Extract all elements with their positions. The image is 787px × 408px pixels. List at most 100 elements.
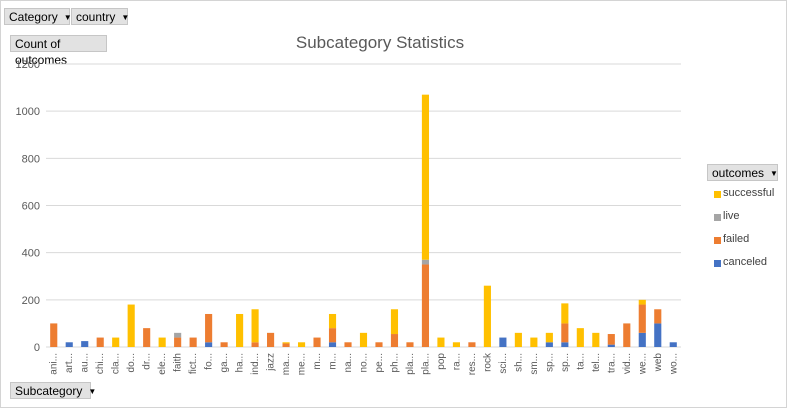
x-tick-label: ra... xyxy=(451,353,462,370)
bar-segment-failed xyxy=(390,334,399,347)
bar-segment-failed xyxy=(607,334,615,345)
subcategory-filter-button[interactable]: Subcategory ▼ xyxy=(10,382,96,399)
x-tick-label: res... xyxy=(467,353,478,375)
x-tick-label: fict... xyxy=(188,353,199,374)
x-tick-label: sp... xyxy=(544,353,555,372)
legend-label-live: live xyxy=(723,210,740,222)
x-tick-label: m... xyxy=(328,353,339,370)
x-tick-label: wo... xyxy=(668,353,679,375)
bar-segment-canceled xyxy=(81,341,89,347)
x-tick-label: faith xyxy=(173,353,184,372)
x-tick-label: we... xyxy=(637,353,648,375)
bar-segment-failed xyxy=(344,342,352,347)
x-tick-label: ele... xyxy=(157,353,168,375)
x-tick-label: ph... xyxy=(389,353,400,372)
country-filter-label: country xyxy=(76,10,116,24)
bar-segment-canceled xyxy=(638,332,646,347)
bar-segment-successful xyxy=(112,337,120,347)
bar-segment-failed xyxy=(421,264,430,347)
bar-segment-failed xyxy=(267,332,275,347)
x-tick-label: web xyxy=(653,353,664,373)
bar-segment-successful xyxy=(421,94,430,260)
bar-segment-canceled xyxy=(205,342,213,347)
bar-segment-failed xyxy=(328,328,337,343)
bar-segment-canceled xyxy=(545,342,553,347)
y-tick-label: 800 xyxy=(22,153,40,165)
x-tick-label: do... xyxy=(126,353,137,372)
bar-segment-failed xyxy=(623,323,631,347)
x-tick-label: na... xyxy=(343,353,354,372)
bar-segment-successful xyxy=(437,337,445,347)
bar-segment-failed xyxy=(96,337,104,347)
bar-segment-failed xyxy=(561,323,569,343)
country-filter-button[interactable]: country ▼ xyxy=(71,8,130,25)
x-tick-label: sci... xyxy=(498,353,509,374)
bar-segment-successful xyxy=(638,299,646,305)
bar-segment-failed xyxy=(143,328,151,347)
legend-swatch-failed xyxy=(714,237,721,244)
bar-segment-failed xyxy=(375,342,383,347)
x-tick-label: ga... xyxy=(219,353,230,372)
outcomes-filter-label: outcomes xyxy=(712,166,765,180)
x-tick-label: ind... xyxy=(250,353,261,375)
x-tick-label: no... xyxy=(359,353,370,372)
bar-segment-canceled xyxy=(328,342,337,347)
bar-segment-canceled xyxy=(561,342,569,347)
bar-segment-failed xyxy=(50,323,58,347)
y-tick-label: 600 xyxy=(22,201,40,213)
dropdown-arrow-icon: ▼ xyxy=(770,169,778,178)
x-tick-label: pla... xyxy=(420,353,431,375)
x-tick-label: tra... xyxy=(606,353,617,373)
bar-segment-successful xyxy=(158,337,166,347)
y-tick-label: 200 xyxy=(22,295,40,307)
bar-segment-successful xyxy=(452,342,460,347)
bar-segment-failed xyxy=(313,337,321,347)
y-tick-label: 0 xyxy=(34,342,40,354)
x-tick-label: dr... xyxy=(142,353,153,370)
bar-segment-successful xyxy=(359,332,368,347)
x-tick-label: me... xyxy=(297,353,308,375)
bar-segment-failed xyxy=(468,342,476,347)
bar-segment-successful xyxy=(545,332,553,343)
bar-segment-successful xyxy=(297,342,306,347)
x-tick-label: pop xyxy=(436,353,447,370)
dropdown-arrow-icon: ▼ xyxy=(88,387,97,396)
dropdown-arrow-icon: ▼ xyxy=(121,13,130,22)
category-filter-button[interactable]: Category ▼ xyxy=(4,8,72,25)
bar-segment-successful xyxy=(576,328,584,347)
x-tick-label: sm... xyxy=(529,353,540,375)
x-tick-label: ma... xyxy=(281,353,292,375)
bar-segment-canceled xyxy=(607,344,615,347)
legend-swatch-canceled xyxy=(714,260,721,267)
x-tick-label: au... xyxy=(80,353,91,372)
bar-segment-failed xyxy=(205,313,213,343)
bar-segment-successful xyxy=(530,337,538,347)
x-tick-label: art... xyxy=(64,353,75,373)
bar-segment-successful xyxy=(282,342,290,344)
bar-segment-failed xyxy=(654,309,662,324)
legend-label-failed: failed xyxy=(723,233,750,245)
bar-segment-live xyxy=(421,259,430,265)
category-filter-label: Category xyxy=(9,10,58,24)
bar-segment-successful xyxy=(592,332,600,347)
x-tick-label: rock xyxy=(482,352,493,372)
outcomes-filter-button[interactable]: outcomes ▼ xyxy=(707,164,778,181)
bar-segment-failed xyxy=(220,342,228,347)
x-tick-label: ha... xyxy=(235,353,246,372)
bar-segment-successful xyxy=(328,313,337,329)
bar-segment-failed xyxy=(638,304,646,333)
bar-segment-live xyxy=(174,332,182,338)
bar-segment-failed xyxy=(251,342,259,347)
x-tick-label: sp... xyxy=(560,353,571,372)
bar-segment-successful xyxy=(514,332,522,347)
y-tick-label: 1200 xyxy=(16,59,40,71)
x-tick-label: m... xyxy=(312,353,323,370)
legend-swatch-successful xyxy=(714,191,721,198)
bar-segment-successful xyxy=(561,303,569,324)
x-tick-label: cla... xyxy=(111,353,122,374)
x-tick-label: chi... xyxy=(95,353,106,374)
bar-segment-failed xyxy=(282,343,290,347)
x-tick-label: sh... xyxy=(513,353,524,372)
x-tick-label: ani... xyxy=(49,353,60,375)
